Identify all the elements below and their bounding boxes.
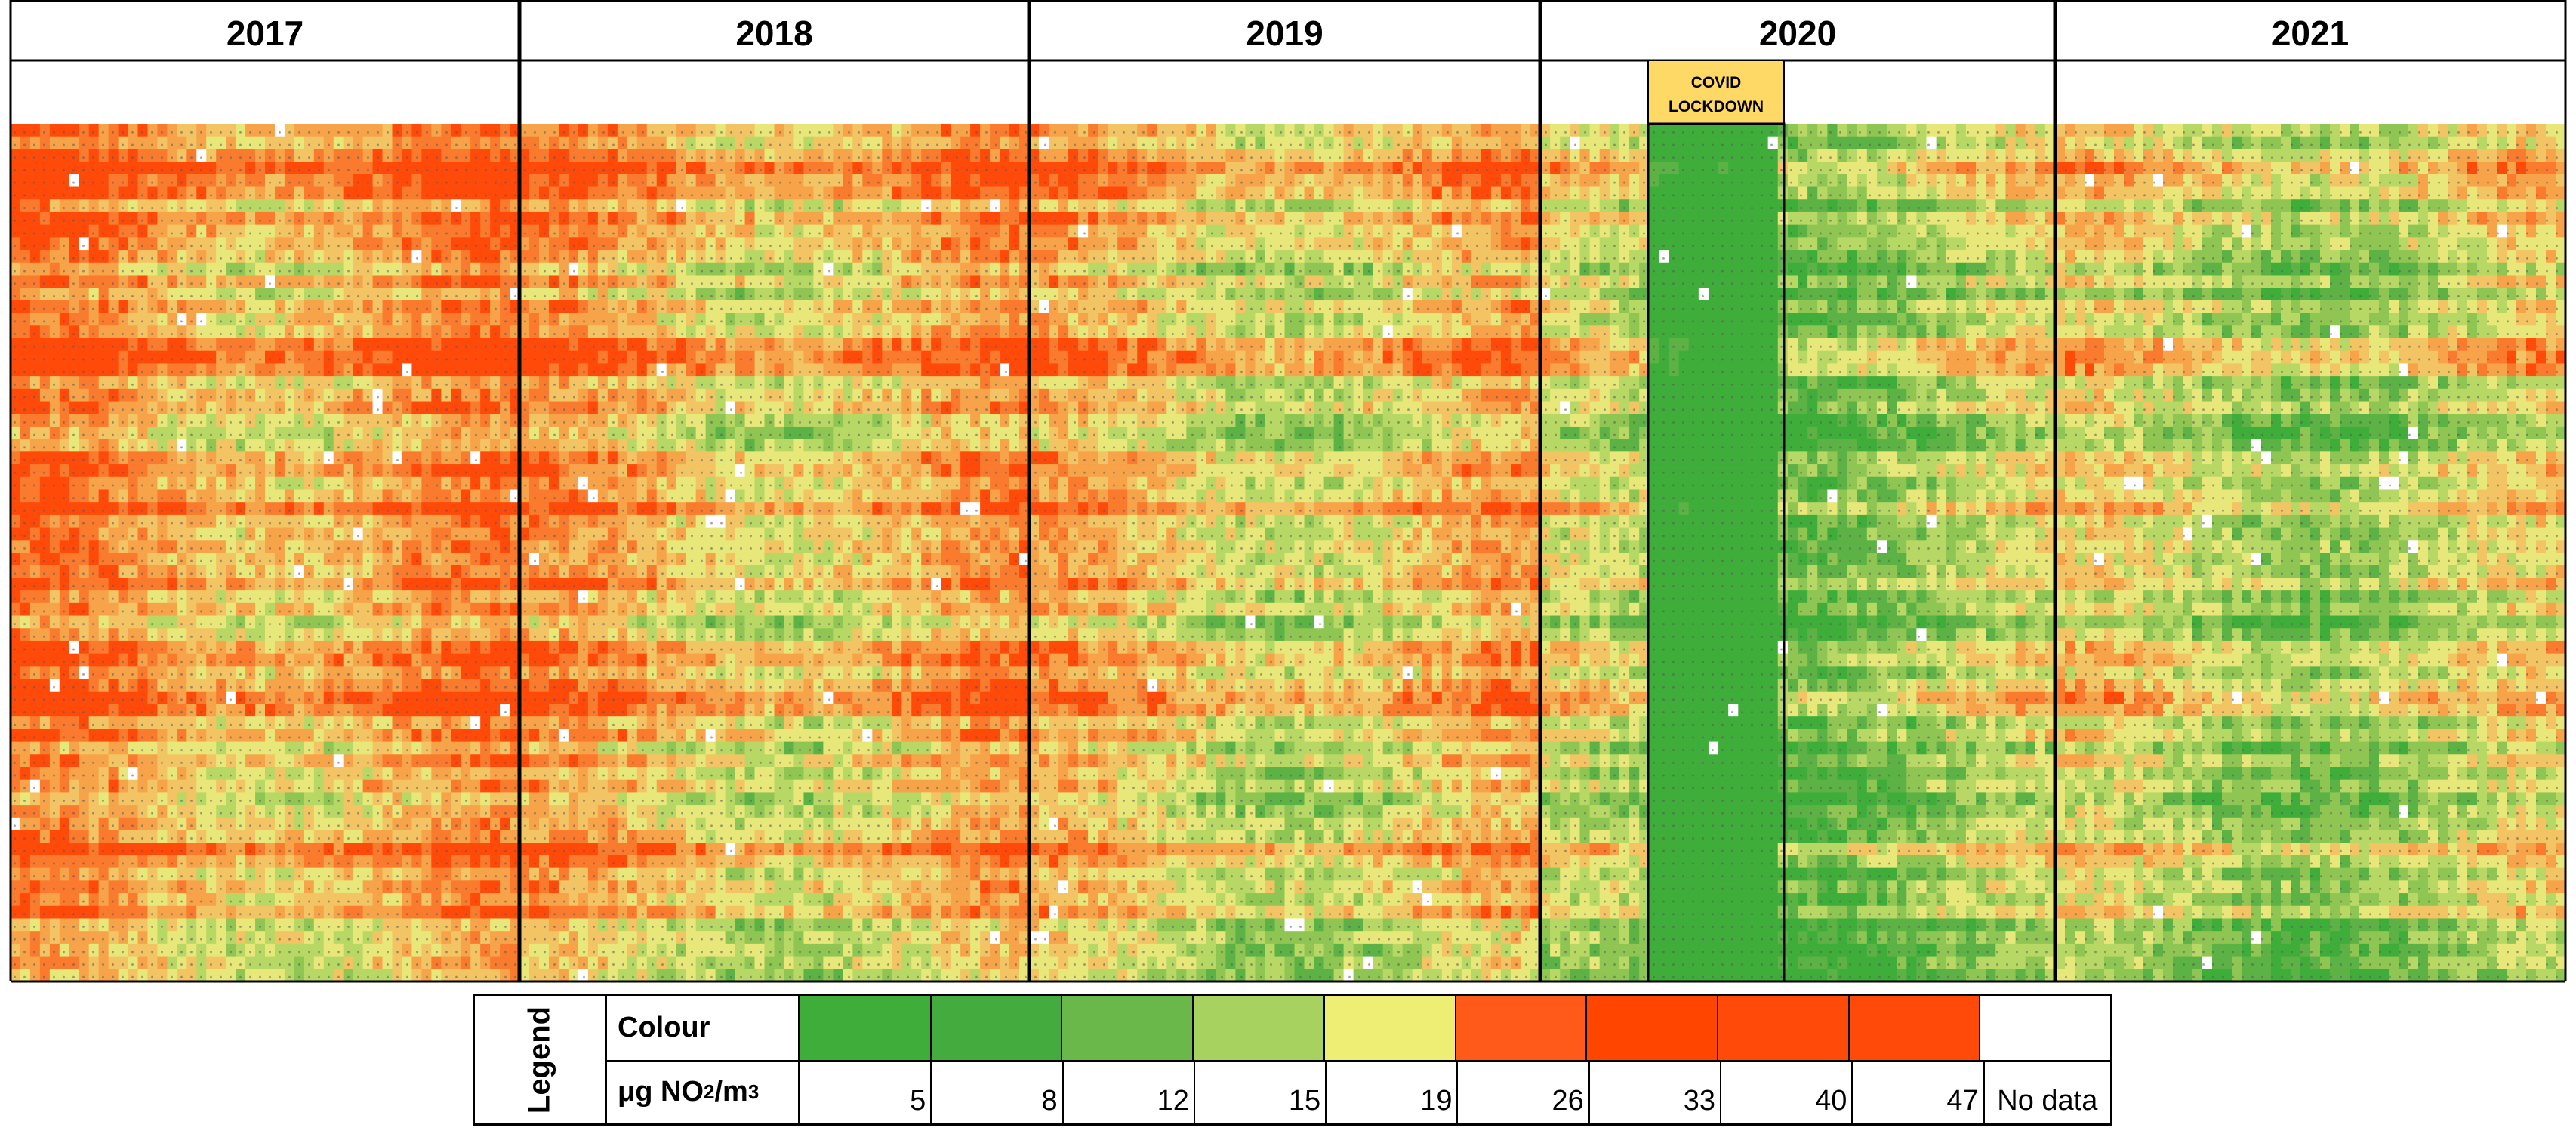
no2-heatmap-chart: 2017 2018 2019 2020 2021 COVID LOCKDOWN <box>9 0 2567 983</box>
